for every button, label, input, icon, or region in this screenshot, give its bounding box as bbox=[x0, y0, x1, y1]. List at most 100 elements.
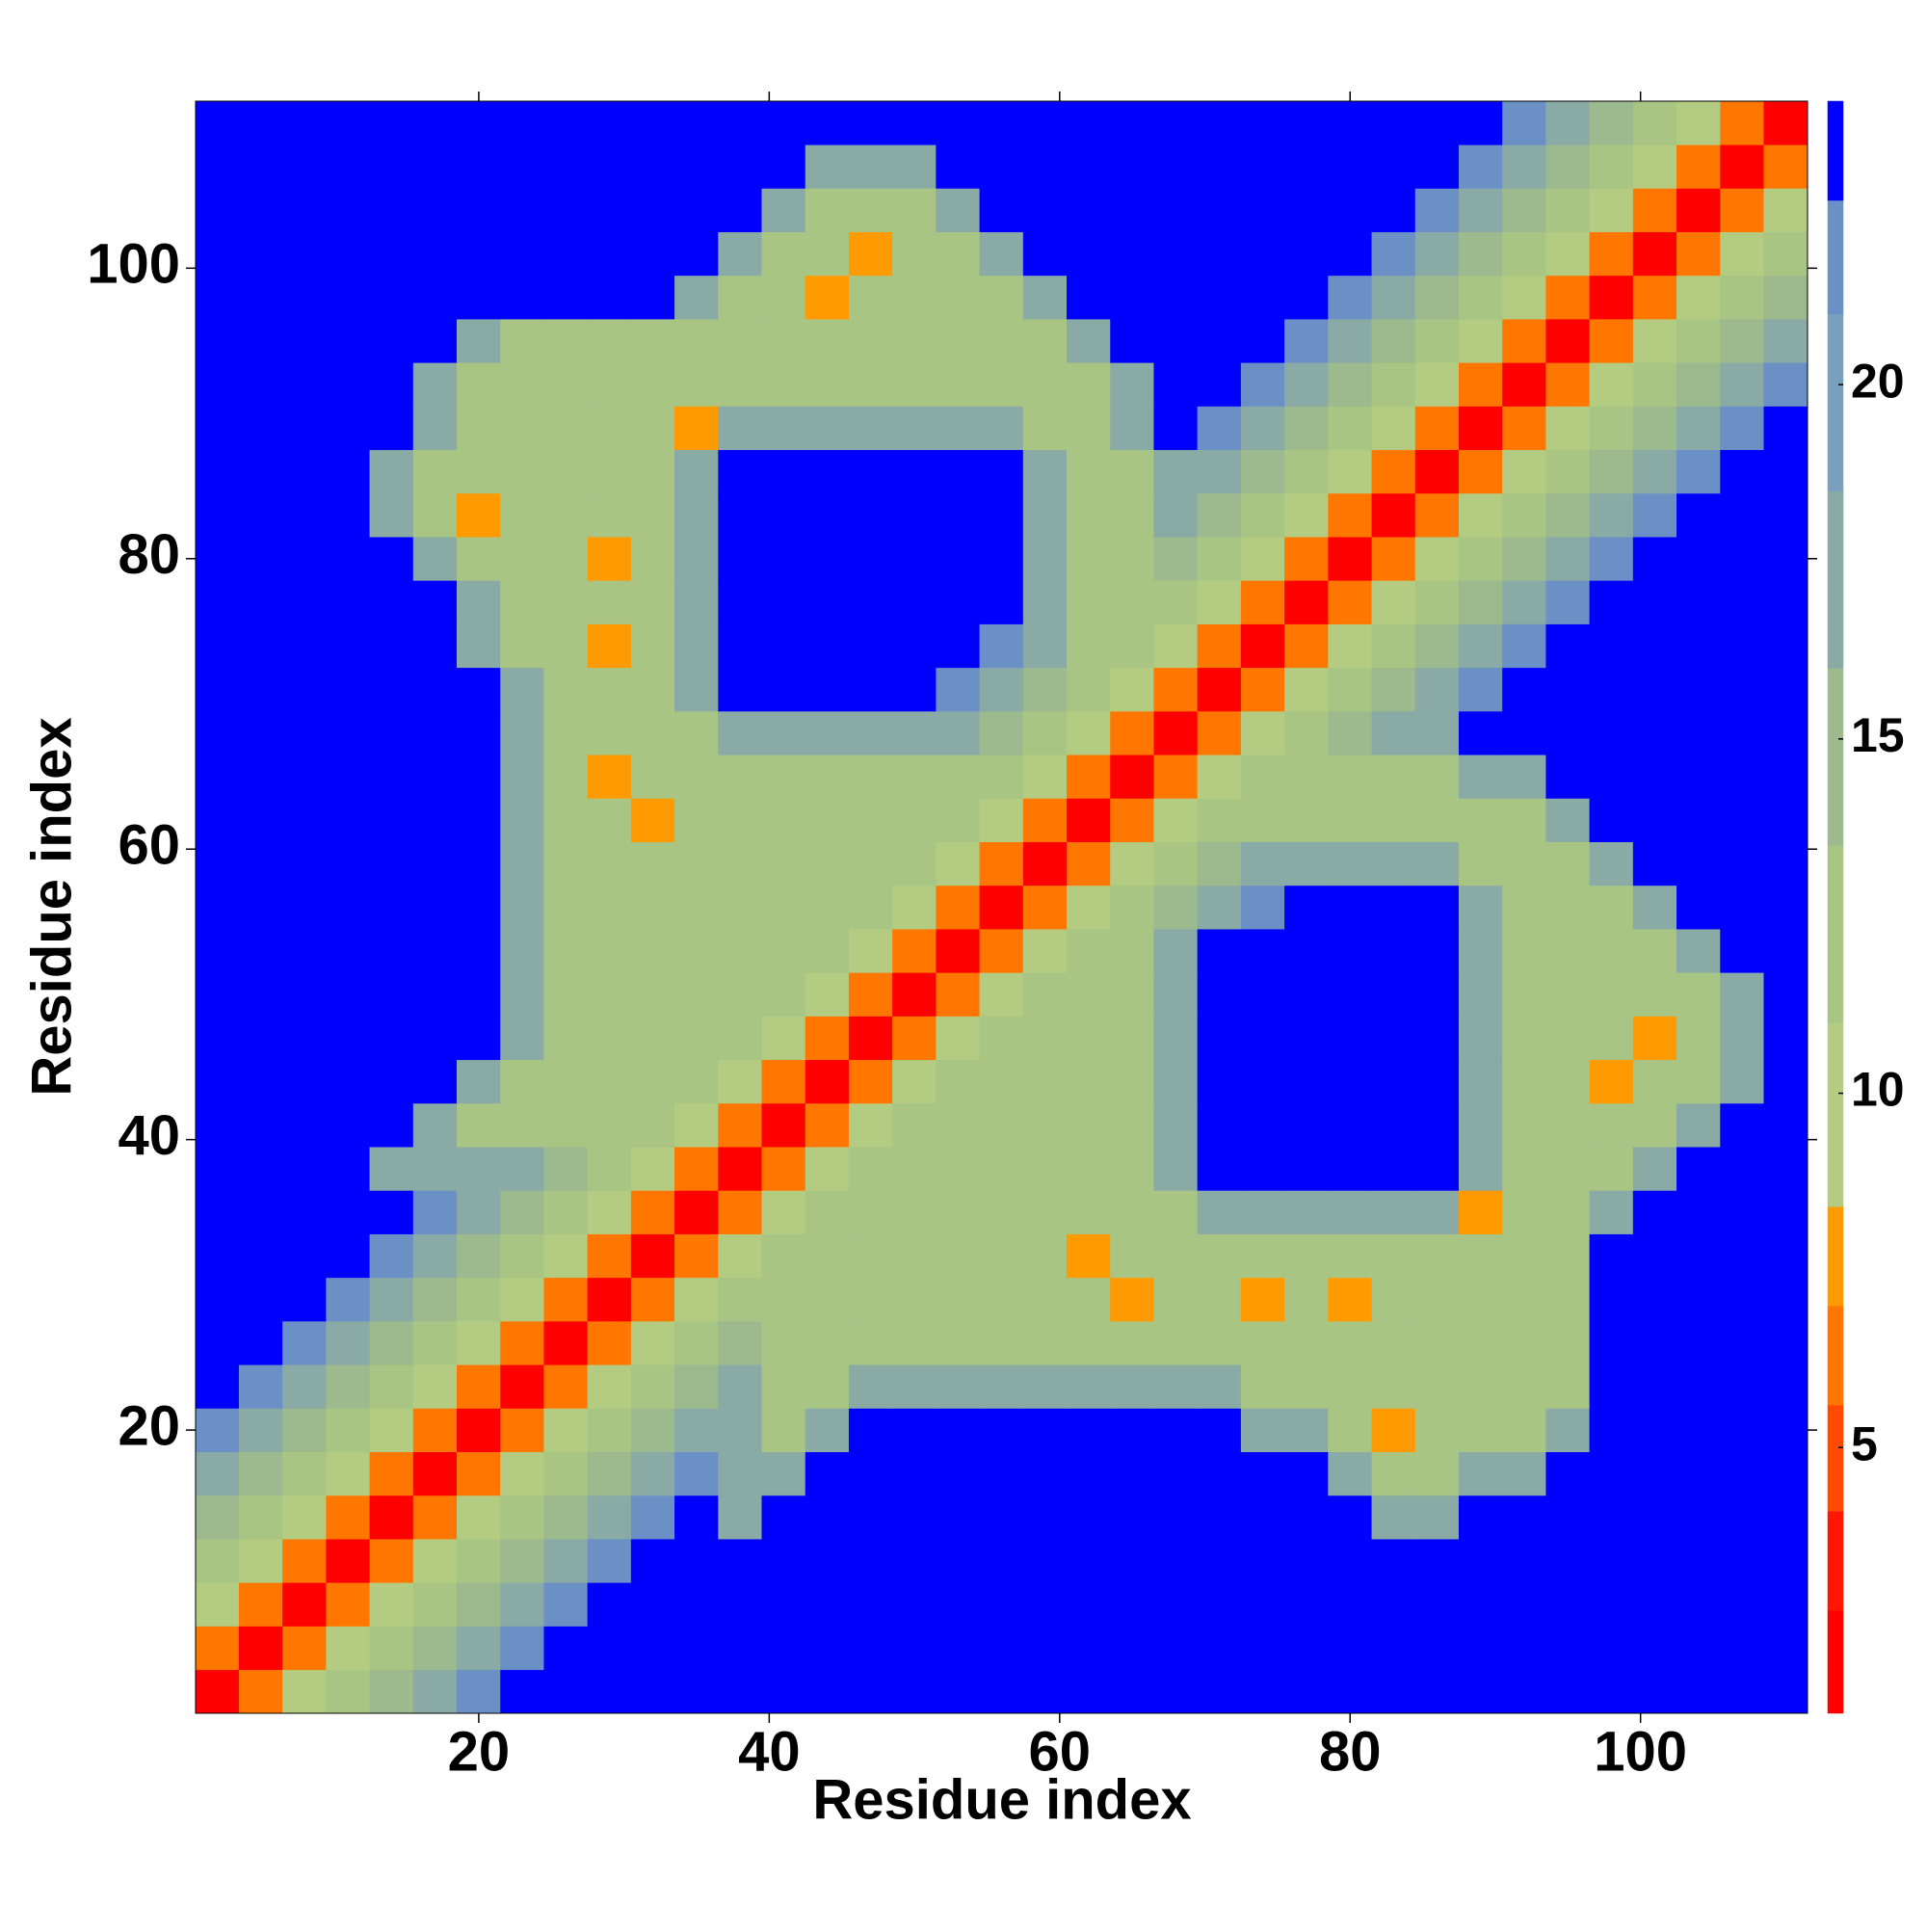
heatmap-cell bbox=[1197, 841, 1242, 887]
heatmap-cell bbox=[1022, 1451, 1068, 1496]
heatmap-cell bbox=[1284, 928, 1329, 973]
heatmap-cell bbox=[1458, 667, 1503, 712]
heatmap-cell bbox=[718, 449, 763, 494]
heatmap-cell bbox=[1720, 1363, 1765, 1409]
heatmap-cell bbox=[761, 667, 806, 712]
heatmap-cell bbox=[630, 1669, 675, 1714]
heatmap-cell bbox=[1153, 972, 1199, 1017]
heatmap-cell bbox=[500, 1669, 545, 1714]
heatmap-cell bbox=[456, 1233, 501, 1279]
heatmap-cell bbox=[718, 1277, 763, 1322]
heatmap-cell bbox=[1328, 318, 1373, 363]
heatmap-cell bbox=[1240, 1669, 1285, 1714]
heatmap-cell bbox=[718, 798, 763, 842]
heatmap-cell bbox=[805, 231, 850, 277]
heatmap-cell bbox=[979, 1451, 1024, 1496]
heatmap-cell bbox=[1720, 100, 1765, 146]
heatmap-cell bbox=[1022, 1626, 1068, 1671]
colorbar-step bbox=[1827, 1305, 1844, 1406]
heatmap-cell bbox=[1328, 972, 1373, 1017]
heatmap-cell bbox=[1589, 710, 1634, 755]
heatmap-cell bbox=[282, 1320, 327, 1365]
heatmap-cell bbox=[1502, 1669, 1547, 1714]
heatmap-cell bbox=[195, 798, 240, 842]
heatmap-cell bbox=[1110, 1233, 1155, 1279]
heatmap-cell bbox=[500, 361, 545, 407]
heatmap-cell bbox=[543, 1538, 589, 1583]
heatmap-cell bbox=[456, 1320, 501, 1365]
heatmap-cell bbox=[892, 1363, 937, 1409]
heatmap-cell bbox=[1067, 580, 1111, 624]
heatmap-cell bbox=[1545, 1451, 1591, 1496]
heatmap-cell bbox=[848, 1102, 893, 1148]
heatmap-cell bbox=[543, 1408, 589, 1453]
heatmap-cell bbox=[1067, 144, 1111, 189]
heatmap-cell bbox=[587, 1451, 632, 1496]
heatmap-cell bbox=[805, 667, 850, 712]
heatmap-cell bbox=[1371, 318, 1416, 363]
heatmap-cell bbox=[456, 1451, 501, 1496]
heatmap-cell bbox=[1067, 1495, 1111, 1540]
heatmap-cell bbox=[456, 1059, 501, 1104]
heatmap-cell bbox=[238, 1277, 283, 1322]
heatmap-cell bbox=[805, 798, 850, 842]
heatmap-cell bbox=[1414, 1016, 1460, 1061]
heatmap-cell bbox=[761, 754, 806, 799]
heatmap-cell bbox=[1632, 449, 1677, 494]
heatmap-cell bbox=[326, 1408, 371, 1453]
heatmap-cell bbox=[1676, 1363, 1721, 1409]
heatmap-cell bbox=[543, 231, 589, 277]
heatmap-cell bbox=[1197, 1233, 1242, 1279]
heatmap-cell bbox=[630, 754, 675, 799]
heatmap-cell bbox=[936, 231, 981, 277]
heatmap-cell bbox=[1022, 275, 1068, 320]
heatmap-cell bbox=[1458, 1190, 1503, 1234]
heatmap-cell bbox=[1022, 667, 1068, 712]
heatmap-cell bbox=[1240, 406, 1285, 451]
heatmap-cell bbox=[456, 623, 501, 669]
heatmap-cell bbox=[1328, 754, 1373, 799]
heatmap-cell bbox=[195, 275, 240, 320]
heatmap-cell bbox=[805, 754, 850, 799]
heatmap-cell bbox=[587, 1320, 632, 1365]
heatmap-cell bbox=[892, 798, 937, 842]
heatmap-cell bbox=[1240, 667, 1285, 712]
heatmap-cell bbox=[979, 188, 1024, 232]
heatmap-cell bbox=[282, 1190, 327, 1234]
heatmap-cell bbox=[1502, 406, 1547, 451]
heatmap-cell bbox=[848, 1277, 893, 1322]
heatmap-cell bbox=[1589, 275, 1634, 320]
heatmap-cell bbox=[805, 885, 850, 930]
heatmap-cell bbox=[892, 1233, 937, 1279]
colorbar-tick-label: 10 bbox=[1851, 1063, 1905, 1117]
heatmap-cell bbox=[718, 1016, 763, 1061]
heatmap-cell bbox=[1414, 885, 1460, 930]
heatmap-cell bbox=[1067, 623, 1111, 669]
heatmap-cell bbox=[1067, 318, 1111, 363]
heatmap-cell bbox=[1284, 1190, 1329, 1234]
heatmap-cell bbox=[1502, 100, 1547, 146]
heatmap-cell bbox=[1414, 1190, 1460, 1234]
heatmap-cell bbox=[936, 318, 981, 363]
heatmap-cell bbox=[936, 798, 981, 842]
heatmap-cell bbox=[326, 1277, 371, 1322]
heatmap-cell bbox=[1197, 1495, 1242, 1540]
heatmap-cell bbox=[892, 1277, 937, 1322]
heatmap-cell bbox=[412, 1190, 458, 1234]
heatmap-cell bbox=[1589, 1538, 1634, 1583]
heatmap-cell bbox=[238, 1190, 283, 1234]
heatmap-cell bbox=[892, 667, 937, 712]
heatmap-cell bbox=[1110, 1582, 1155, 1627]
heatmap-cell bbox=[1240, 1102, 1285, 1148]
heatmap-cell bbox=[587, 580, 632, 624]
heatmap-cell bbox=[1022, 580, 1068, 624]
heatmap-cell bbox=[718, 1320, 763, 1365]
heatmap-cell bbox=[805, 536, 850, 581]
heatmap-cell bbox=[543, 710, 589, 755]
heatmap-cell bbox=[1589, 1146, 1634, 1191]
heatmap-cell bbox=[1676, 231, 1721, 277]
heatmap-cell bbox=[238, 536, 283, 581]
heatmap-cell bbox=[1284, 623, 1329, 669]
heatmap-cell bbox=[761, 492, 806, 538]
